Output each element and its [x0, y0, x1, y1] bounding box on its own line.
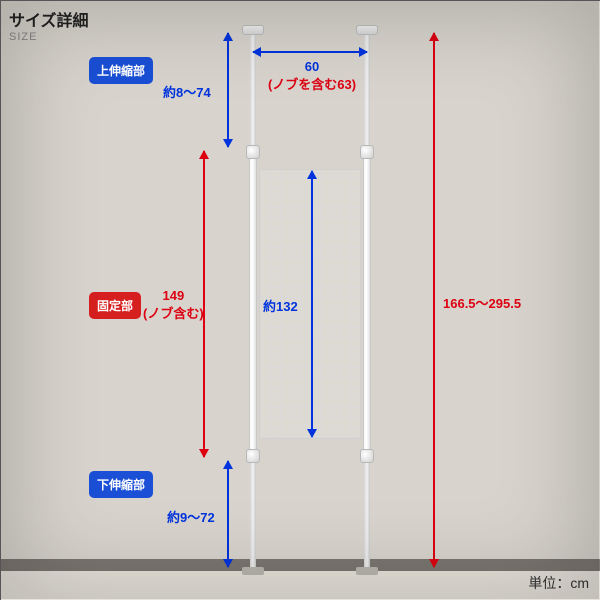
floor [1, 571, 600, 600]
ceiling-cap-1 [356, 25, 378, 35]
measurement-upper-range: 約8～74 [163, 82, 211, 101]
title-jp: サイズ詳細 [9, 7, 89, 31]
pole-lower-ext-0 [250, 459, 256, 571]
unit-label: 単位：cm [528, 573, 589, 593]
badge-fixed-part: 固定部 [89, 292, 141, 319]
arrow-mesh [311, 171, 313, 437]
knob-lower-0 [246, 449, 260, 463]
floor-foot-0 [242, 567, 264, 575]
pole-lower-ext-1 [364, 459, 370, 571]
measurement-mesh-height: 約132 [263, 296, 298, 315]
badge-lower-extension: 下伸縮部 [89, 471, 153, 498]
floor-foot-1 [356, 567, 378, 575]
knob-lower-1 [360, 449, 374, 463]
measurement-fixed-height: 149 (ノブ含む) [143, 288, 204, 322]
arrow-upper [227, 33, 229, 147]
measurement-width: 60 (ノブを含む63) [262, 59, 362, 93]
title-en: SIZE [9, 31, 89, 43]
knob-upper-1 [360, 145, 374, 159]
badge-upper-extension: 上伸縮部 [89, 57, 153, 84]
ceiling-cap-0 [242, 25, 264, 35]
baseboard [1, 559, 600, 571]
pole-main-1 [363, 149, 371, 459]
pole-main-0 [249, 149, 257, 459]
measurement-lower-range: 約9～72 [167, 507, 215, 526]
title-block: サイズ詳細 SIZE [9, 7, 89, 43]
knob-upper-0 [246, 145, 260, 159]
diagram-stage: サイズ詳細 SIZE 上伸縮部 固定部 下伸縮部 60 (ノブを含む63) 約8… [0, 0, 600, 600]
measurement-total-range: 166.5～295.5 [443, 293, 521, 312]
arrow-total [433, 33, 435, 567]
arrow-lower [227, 461, 229, 567]
arrow-width [253, 51, 367, 53]
